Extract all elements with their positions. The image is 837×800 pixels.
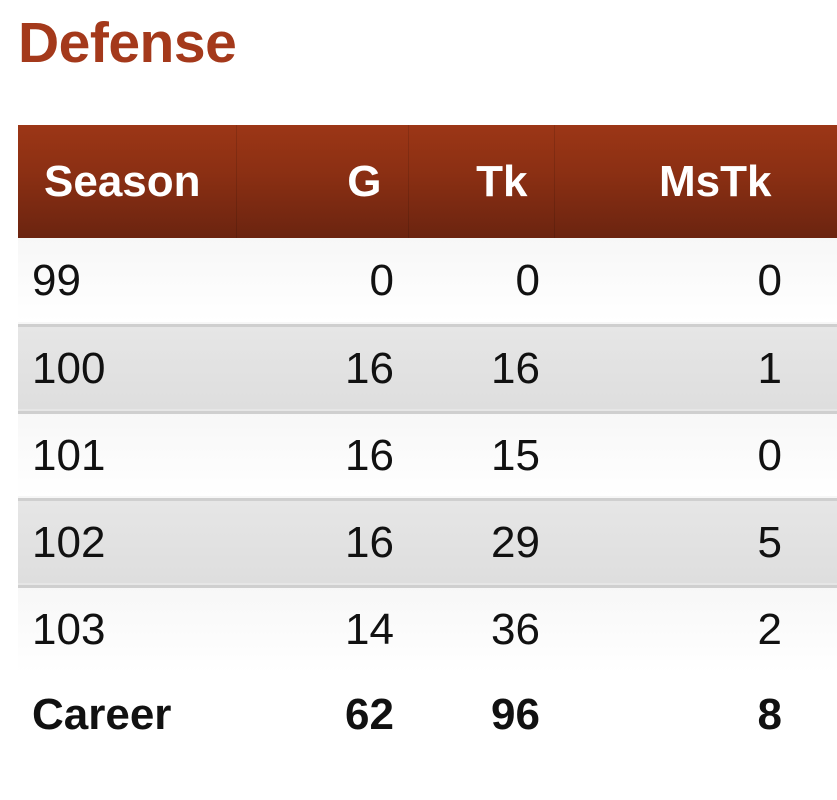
section-title: Defense bbox=[18, 11, 237, 75]
cell-season: 100 bbox=[32, 343, 106, 393]
cell-tk: 16 bbox=[491, 343, 540, 393]
cell-season: 103 bbox=[32, 605, 106, 655]
cell-mstk: 0 bbox=[757, 255, 782, 305]
cell-g: 0 bbox=[369, 255, 394, 305]
defense-stats-table: Season G Tk MsTk 99 0 0 0 100 16 16 1 10… bbox=[18, 125, 837, 757]
cell-tk: 0 bbox=[515, 255, 540, 305]
cell-mstk: 2 bbox=[757, 605, 782, 655]
cell-season: 101 bbox=[32, 430, 106, 480]
column-header-g[interactable]: G bbox=[236, 125, 409, 238]
table-body: 99 0 0 0 100 16 16 1 101 16 15 0 102 16 … bbox=[18, 238, 837, 757]
cell-tk: 15 bbox=[491, 430, 540, 480]
table-header: Season G Tk MsTk bbox=[18, 125, 837, 238]
cell-tk: 29 bbox=[491, 517, 540, 567]
cell-g: 16 bbox=[345, 517, 394, 567]
table-row: 101 16 15 0 bbox=[18, 412, 837, 499]
table-row: 100 16 16 1 bbox=[18, 325, 837, 412]
cell-tk: 36 bbox=[491, 605, 540, 655]
career-mstk: 8 bbox=[757, 690, 782, 739]
cell-mstk: 1 bbox=[757, 343, 782, 393]
cell-mstk: 0 bbox=[757, 430, 782, 480]
table-row: 99 0 0 0 bbox=[18, 238, 837, 325]
column-header-tk[interactable]: Tk bbox=[408, 125, 555, 238]
cell-g: 16 bbox=[345, 430, 394, 480]
cell-mstk: 5 bbox=[757, 517, 782, 567]
table-row: 102 16 29 5 bbox=[18, 499, 837, 586]
career-label: Career bbox=[32, 690, 172, 739]
career-tk: 96 bbox=[491, 690, 540, 739]
table-row: 103 14 36 2 bbox=[18, 586, 837, 673]
cell-g: 14 bbox=[345, 605, 394, 655]
career-g: 62 bbox=[345, 690, 394, 739]
cell-season: 102 bbox=[32, 517, 106, 567]
header-row: Season G Tk MsTk bbox=[18, 125, 837, 238]
cell-g: 16 bbox=[345, 343, 394, 393]
column-header-season[interactable]: Season bbox=[18, 125, 237, 238]
cell-season: 99 bbox=[32, 255, 81, 305]
career-totals-row: Career 62 96 8 bbox=[18, 673, 837, 757]
column-header-mstk[interactable]: MsTk bbox=[554, 125, 837, 238]
